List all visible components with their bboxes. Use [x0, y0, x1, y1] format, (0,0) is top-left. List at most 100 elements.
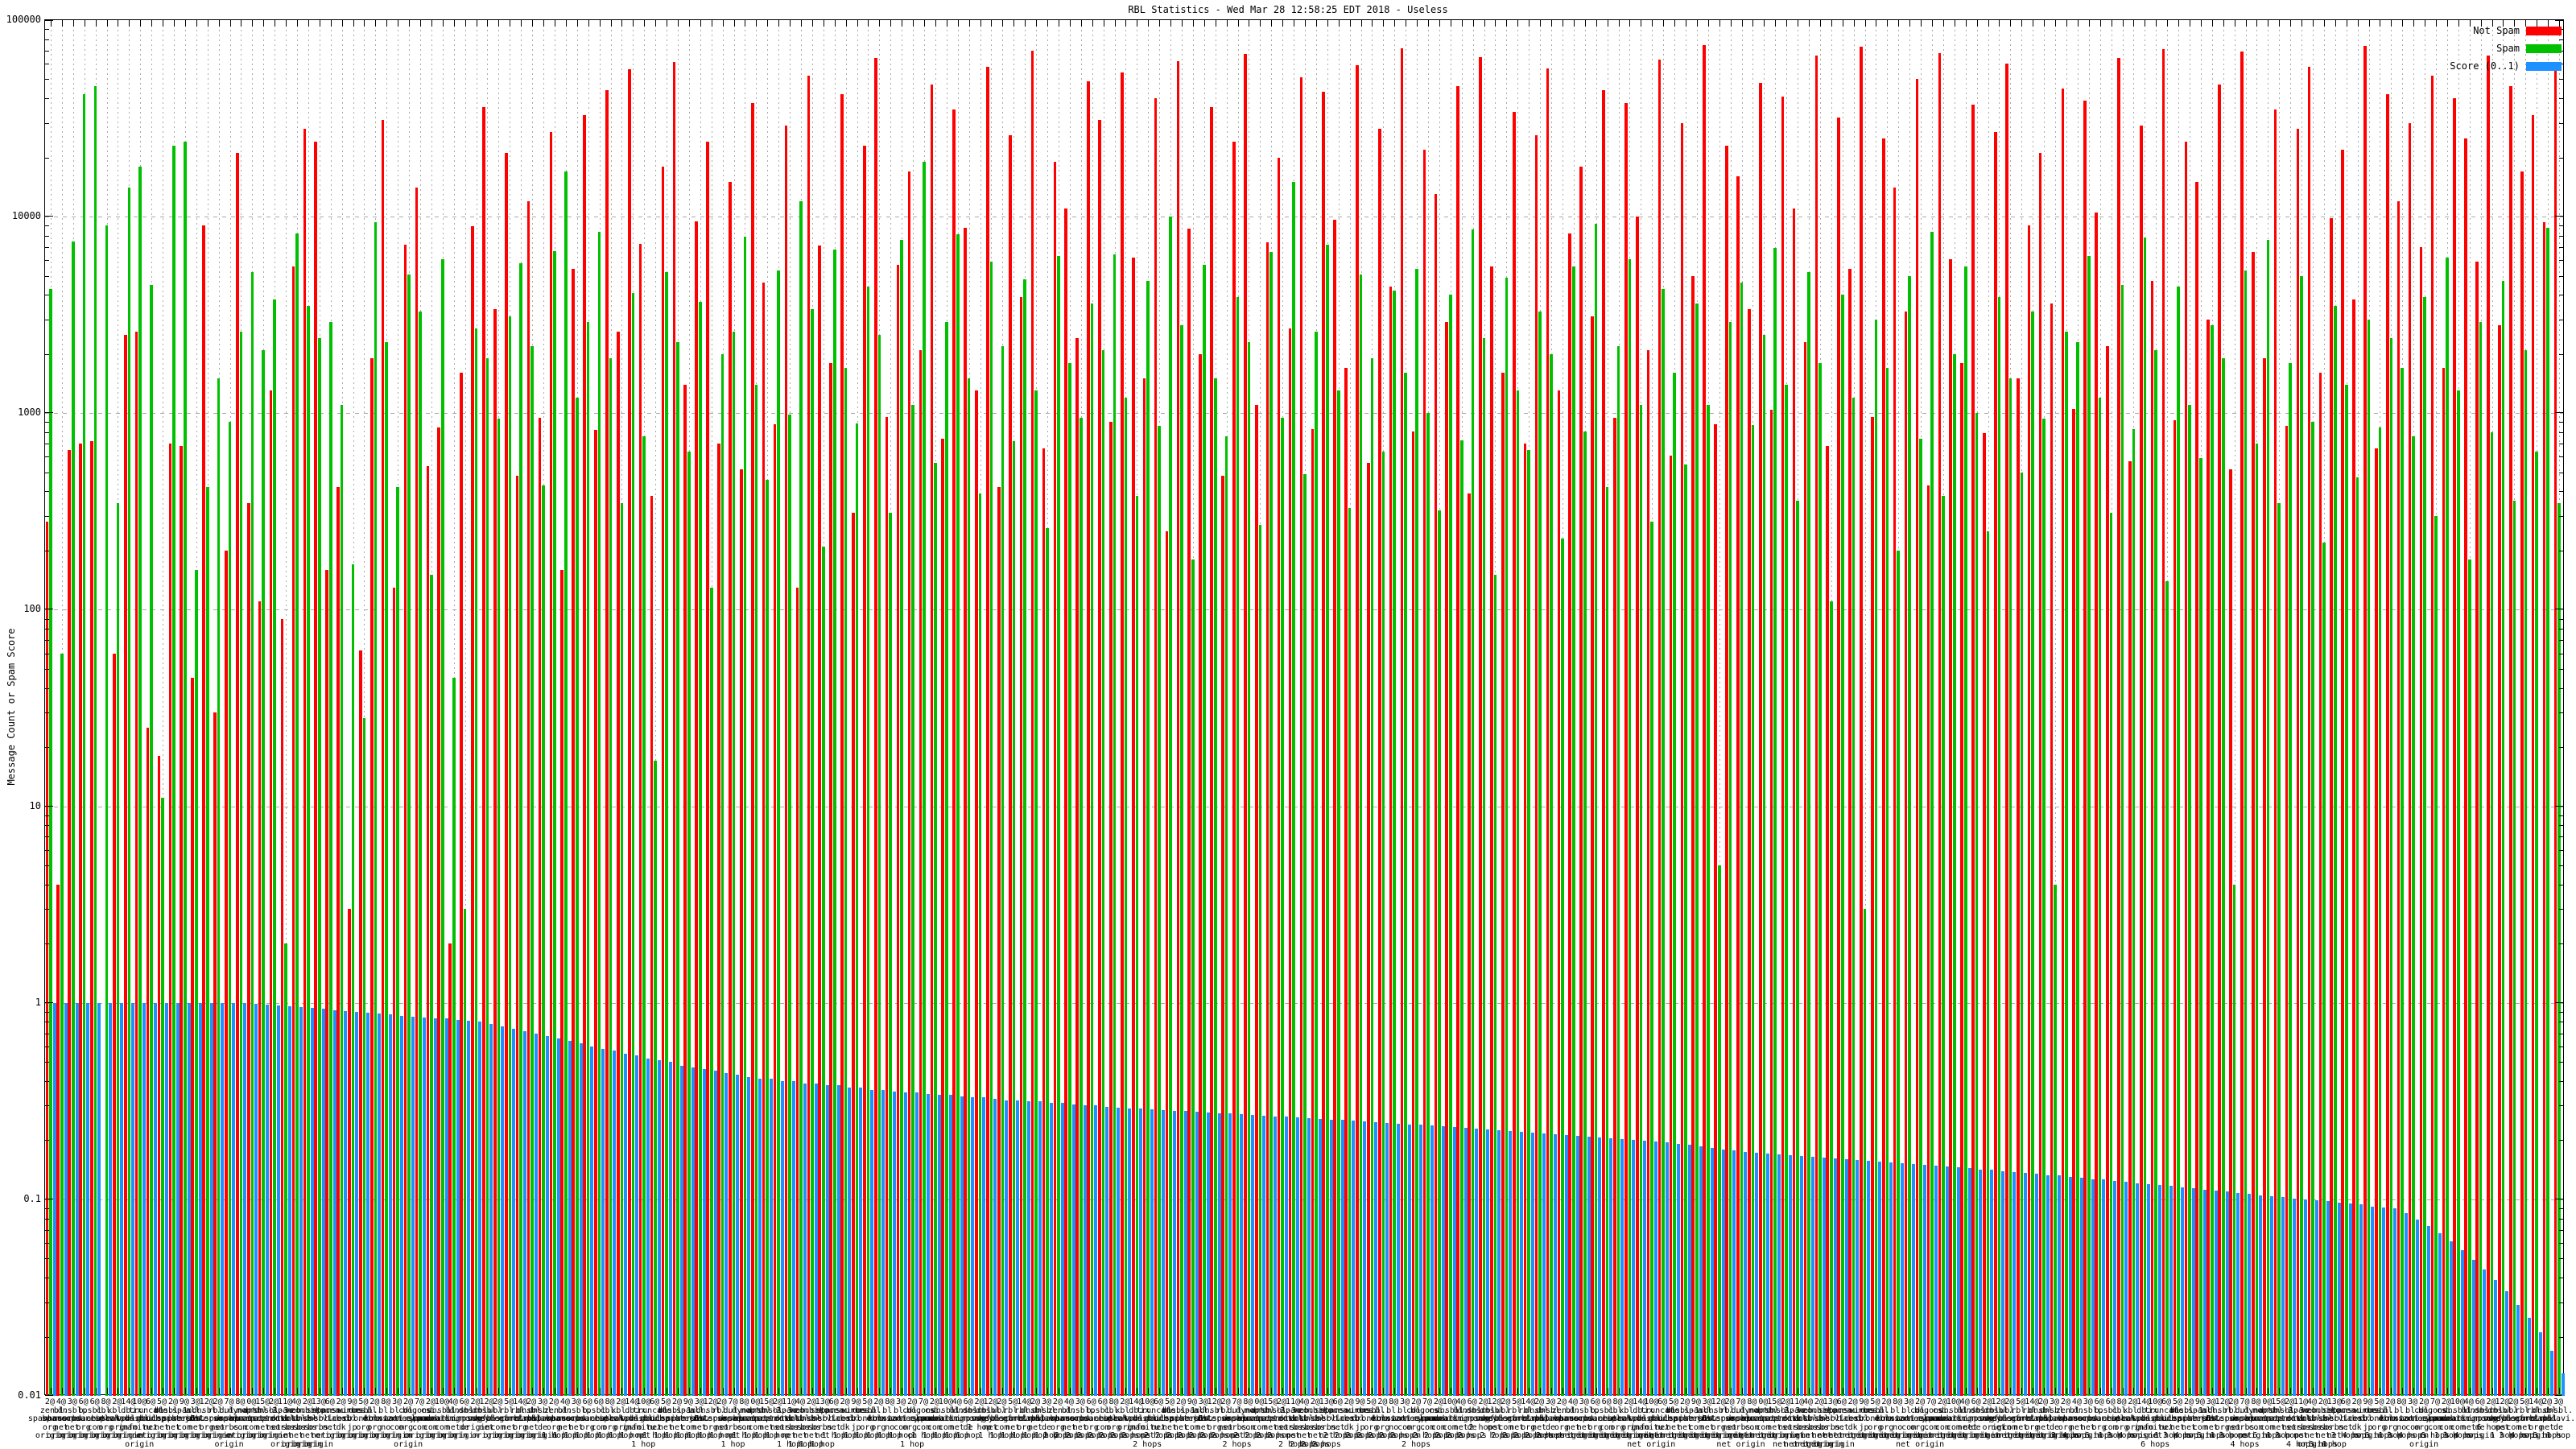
bar-spam — [340, 405, 344, 1396]
bar-score — [2079, 1177, 2083, 1396]
y-minor-tick-right — [2559, 849, 2563, 851]
gridline-y — [45, 413, 2563, 415]
x-tick-bottom — [1484, 1388, 1485, 1394]
bar-spam — [2098, 397, 2102, 1396]
x-tick-top — [229, 20, 231, 27]
gridline-x — [2055, 20, 2057, 1394]
x-tick-bottom — [677, 1388, 679, 1394]
x-axis-label: 10@ ix. dnsbl. manitu. net net origin — [1627, 1397, 1676, 1449]
bar-not-spam — [2487, 56, 2490, 1396]
bar-score — [1766, 1153, 1770, 1396]
y-minor-tick-left — [45, 1046, 49, 1047]
bar-not-spam — [1311, 429, 1315, 1396]
bar-score — [2393, 1208, 2397, 1396]
bar-not-spam — [930, 85, 934, 1396]
bar-score — [780, 1080, 784, 1396]
y-minor-tick-right — [2559, 1011, 2563, 1013]
bar-not-spam — [2553, 69, 2557, 1396]
x-tick-bottom — [1663, 1388, 1665, 1394]
bar-not-spam — [2375, 448, 2378, 1396]
bar-not-spam — [369, 358, 374, 1396]
bar-score — [1643, 1140, 1647, 1396]
bar-spam — [687, 451, 691, 1396]
x-tick-bottom — [924, 1388, 926, 1394]
x-axis-label: 9@ virus. rbl. jp 2 hops — [1345, 1397, 1375, 1440]
bar-not-spam — [280, 618, 284, 1396]
x-tick-top — [588, 20, 589, 27]
x-tick-top — [1730, 20, 1732, 27]
bar-not-spam — [1534, 134, 1538, 1396]
x-tick-top — [1674, 20, 1676, 27]
bar-score — [2068, 1177, 2072, 1396]
bar-not-spam — [2307, 66, 2311, 1396]
x-tick-top — [1864, 20, 1866, 27]
y-major-tick-right — [2555, 805, 2563, 807]
x-tick-bottom — [845, 1388, 847, 1394]
x-tick-bottom — [1495, 1388, 1496, 1394]
y-minor-tick-right — [2559, 79, 2563, 80]
bar-spam — [844, 368, 848, 1396]
x-tick-bottom — [409, 1388, 411, 1394]
x-tick-top — [801, 20, 802, 27]
bar-spam — [328, 322, 332, 1396]
y-minor-tick-right — [2559, 712, 2563, 714]
bar-score — [1206, 1112, 1210, 1396]
x-axis-label: 5@ rbl. megarbl. net 4 hops — [2505, 1397, 2545, 1440]
y-minor-tick-right — [2559, 618, 2563, 620]
x-tick-bottom — [610, 1388, 612, 1394]
x-axis-label: 6@ psbl. surriel. com 2 hops — [1083, 1397, 1122, 1440]
bar-score — [321, 1009, 325, 1396]
bar-spam — [161, 798, 164, 1396]
x-axis-label: 14@ rbl. efnetrbl. org origin — [498, 1397, 543, 1440]
x-tick-top — [1181, 20, 1183, 27]
x-tick-bottom — [341, 1388, 343, 1394]
x-tick-bottom — [1584, 1388, 1586, 1394]
x-axis-label: 15@ dnsbl-2. uceprotect. net 1 hop — [2252, 1397, 2306, 1440]
x-tick-top — [1652, 20, 1653, 27]
x-tick-top — [1360, 20, 1362, 27]
x-tick-bottom — [756, 1388, 758, 1394]
y-minor-tick-right — [2559, 1336, 2563, 1338]
bar-not-spam — [2173, 420, 2177, 1396]
x-tick-top — [2559, 20, 2561, 27]
bar-score — [1340, 1120, 1344, 1396]
x-axis-label: 2@ zombie. dnsbl. sorbs. net origin — [290, 1397, 324, 1449]
y-minor-tick-left — [45, 456, 49, 458]
bar-not-spam — [1176, 60, 1180, 1396]
x-axis-label: 8@ dyna. spamrats. com origin — [2234, 1397, 2278, 1440]
x-tick-bottom — [1036, 1388, 1038, 1394]
x-axis-label: 6@ truncate. gbudb. net 2 hops — [1137, 1397, 1181, 1440]
x-axis-label: 6@ b. barracudacentral. org 2 hops — [1050, 1397, 1133, 1440]
x-tick-top — [1921, 20, 1922, 27]
x-tick-top — [1999, 20, 2000, 27]
bar-not-spam — [1546, 68, 1550, 1396]
bar-score — [75, 1002, 79, 1396]
bar-score — [1117, 1107, 1121, 1396]
y-minor-tick-left — [45, 849, 49, 851]
bar-spam — [2232, 884, 2236, 1396]
bar-score — [1195, 1112, 1199, 1396]
y-minor-tick-left — [45, 640, 49, 642]
x-tick-bottom — [621, 1388, 623, 1394]
bar-spam — [631, 292, 635, 1396]
bar-spam — [2546, 227, 2549, 1396]
x-tick-top — [2323, 20, 2325, 27]
x-axis-label: 8@ dyna. spamrats. com net origin — [1728, 1397, 1777, 1440]
x-axis-label: 3@ bl. nszones. com 1 hop — [881, 1397, 921, 1440]
x-tick-bottom — [1383, 1388, 1385, 1394]
x-axis-label: 9@ spam. spamrats. com net origin — [1671, 1397, 1720, 1440]
bar-score — [613, 1051, 617, 1396]
x-tick-bottom — [576, 1388, 578, 1394]
x-tick-bottom — [1192, 1388, 1194, 1394]
bar-score — [1553, 1133, 1557, 1396]
bar-not-spam — [448, 943, 452, 1396]
bar-score — [2326, 1200, 2330, 1396]
bar-spam — [877, 335, 881, 1396]
x-tick-bottom — [2055, 1388, 2057, 1394]
bar-not-spam — [1456, 86, 1459, 1396]
x-tick-top — [1069, 20, 1071, 27]
bar-score — [1274, 1116, 1278, 1396]
bar-score — [914, 1092, 919, 1396]
x-tick-bottom — [50, 1388, 52, 1394]
bar-not-spam — [650, 495, 654, 1396]
